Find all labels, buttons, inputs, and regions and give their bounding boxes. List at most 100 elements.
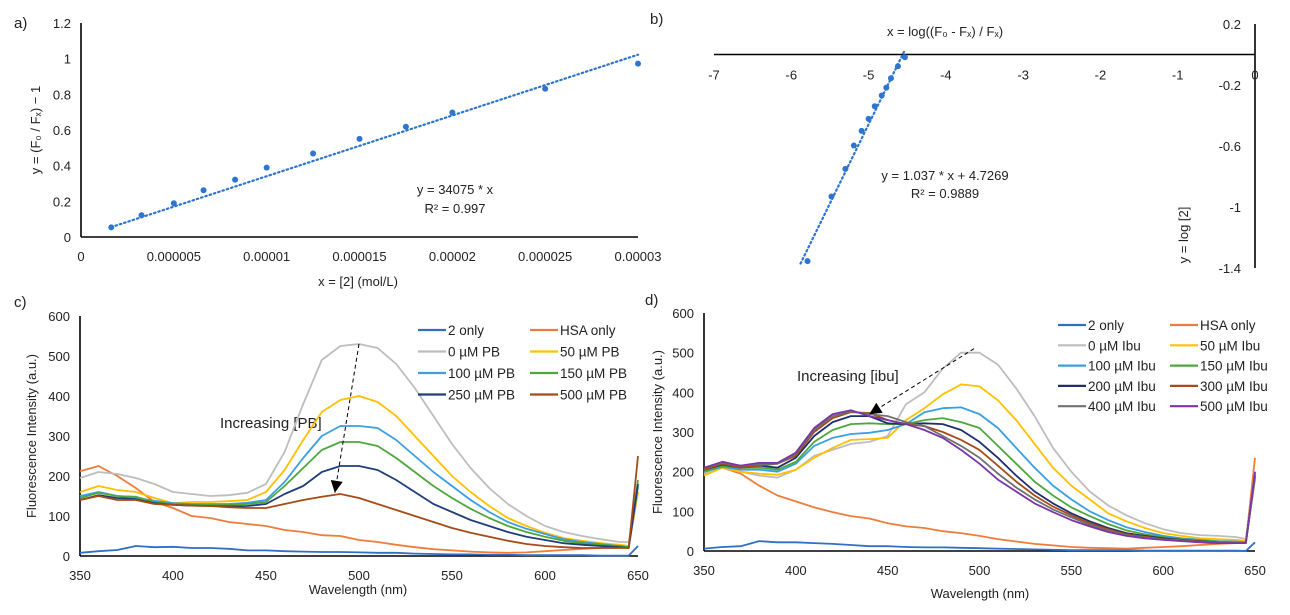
chart-c-x-tick-label: 500	[348, 568, 370, 583]
chart-a-data-point	[356, 135, 363, 142]
chart-a-trend-r2: R² = 0.997	[424, 201, 485, 216]
chart-b-data-point	[842, 165, 849, 172]
chart-a-data-point	[108, 224, 115, 231]
chart-c-x-tick-label: 350	[69, 568, 91, 583]
chart-b-data-point	[871, 103, 878, 110]
chart-a-data-point	[402, 123, 409, 130]
chart-c-x-tick-label: 650	[627, 568, 649, 583]
chart-b-data-point	[883, 84, 890, 91]
series-line-50-m-pb	[79, 395, 639, 547]
legend-label: 150 µM Ibu	[1200, 359, 1268, 374]
annotation-arrowhead-icon	[330, 480, 343, 493]
chart-a-y-tick-label: 0	[64, 230, 71, 245]
chart-b-data-point	[894, 63, 901, 70]
panel-label-b: b)	[650, 11, 663, 28]
chart-c-x-tick-label: 600	[534, 568, 556, 583]
chart-b-y-tick-label: -0.6	[1219, 139, 1241, 154]
annotation-arrow-line	[334, 343, 360, 493]
series-line-50-m-ibu	[703, 383, 1256, 542]
chart-b-x-tick-label: -5	[863, 68, 875, 83]
chart-a: x = [2] (mol/L) y = (F₀ / Fₓ) − 1 y = 34…	[28, 16, 662, 289]
chart-a-x-tick-label: 0.000015	[332, 249, 386, 264]
series-line-200-m-ibu	[703, 415, 1256, 544]
series-line-150-m-ibu	[703, 417, 1256, 544]
chart-b: x = log((F₀ - Fₓ) / Fₓ) y = log [2] y = …	[708, 17, 1258, 276]
chart-b-y-tick-label: -0.2	[1219, 78, 1241, 93]
chart-b-data-point	[850, 142, 857, 149]
chart-b-y-tick-label: -1	[1229, 200, 1241, 215]
chart-b-data-point	[858, 127, 865, 134]
chart-c-y-tick-label: 400	[48, 389, 70, 404]
chart-d-x-tick-label: 650	[1244, 563, 1266, 578]
legend-label: 500 µM PB	[560, 388, 627, 403]
chart-a-y-tick-label: 0.4	[53, 159, 71, 174]
series-line-2-only	[79, 545, 639, 557]
chart-a-data-point	[170, 200, 177, 207]
chart-c-y-axis-title: Fluorescence Intensity (a.u.)	[24, 354, 39, 518]
chart-d-annotation: Increasing [ibu]	[797, 368, 899, 385]
legend-label: HSA only	[560, 323, 616, 338]
panel-label-a: a)	[14, 15, 27, 32]
chart-b-data-point	[865, 115, 872, 122]
chart-a-x-tick-label: 0.00001	[243, 249, 290, 264]
chart-d-y-tick-label: 600	[672, 306, 694, 321]
chart-b-data-point	[887, 75, 894, 82]
chart-d-y-tick-label: 200	[672, 465, 694, 480]
chart-b-x-tick-label: -3	[1017, 68, 1029, 83]
chart-c-x-axis-title: Wavelength (nm)	[309, 582, 408, 597]
chart-c-x-tick-label: 550	[441, 568, 463, 583]
chart-d-x-tick-label: 550	[1060, 563, 1082, 578]
chart-b-y-axis-title: y = log [2]	[1176, 207, 1191, 264]
legend-label: 50 µM Ibu	[1200, 338, 1260, 353]
chart-d-x-axis-title: Wavelength (nm)	[931, 586, 1030, 601]
chart-a-data-point	[542, 85, 549, 92]
chart-d-x-tick-label: 350	[693, 563, 715, 578]
chart-c-y-tick-label: 600	[48, 309, 70, 324]
chart-a-data-point	[635, 60, 641, 67]
chart-b-x-tick-label: 0	[1251, 68, 1258, 83]
chart-c-y-tick-label: 0	[63, 549, 70, 564]
series-line-300-m-ibu	[703, 411, 1256, 544]
chart-a-x-tick-label: 0.000005	[147, 249, 201, 264]
chart-d-y-tick-label: 100	[672, 504, 694, 519]
legend-label: 300 µM Ibu	[1200, 379, 1268, 394]
chart-a-x-tick-label: 0.00002	[429, 249, 476, 264]
chart-b-x-tick-label: -7	[708, 68, 720, 83]
annotation-arrowhead-icon	[869, 402, 883, 415]
chart-d-y-tick-label: 300	[672, 425, 694, 440]
panel-label-c: c)	[14, 294, 27, 311]
chart-a-x-tick-label: 0.000025	[518, 249, 572, 264]
chart-a-data-point	[200, 187, 207, 194]
series-line-0-m-ibu	[703, 351, 1256, 540]
chart-d-y-tick-label: 500	[672, 346, 694, 361]
legend-label: 2 only	[448, 323, 484, 338]
legend-label: 0 µM PB	[448, 345, 500, 360]
chart-d-y-tick-label: 400	[672, 385, 694, 400]
chart-b-trend-r2: R² = 0.9889	[911, 186, 979, 201]
legend-label: 400 µM Ibu	[1088, 399, 1156, 414]
legend-label: 100 µM Ibu	[1088, 359, 1156, 374]
legend-label: 2 only	[1088, 318, 1124, 333]
chart-b-trendline	[799, 48, 906, 265]
chart-a-y-tick-label: 0.2	[53, 194, 71, 209]
chart-b-y-tick-label: 0.2	[1223, 17, 1241, 32]
legend-label: 250 µM PB	[448, 388, 515, 403]
chart-a-y-tick-label: 1.2	[53, 16, 71, 31]
chart-b-x-tick-label: -6	[786, 68, 798, 83]
chart-a-x-tick-label: 0	[77, 249, 84, 264]
legend-label: 0 µM Ibu	[1088, 338, 1141, 353]
chart-b-data-point	[804, 258, 811, 265]
chart-a-data-point	[138, 212, 145, 219]
chart-b-data-point	[878, 92, 885, 99]
series-line-hsa-only	[79, 465, 639, 554]
legend-label: 100 µM PB	[448, 366, 515, 381]
series-line-hsa-only	[704, 457, 1256, 550]
chart-d: Wavelength (nm) Fluorescence Intensity (…	[650, 306, 1268, 601]
series-line-0-m-pb	[79, 343, 639, 543]
chart-a-data-point	[263, 164, 270, 171]
series-line-500-m-ibu	[703, 409, 1256, 544]
chart-b-y-tick-label: -1.4	[1219, 261, 1241, 276]
chart-a-trendline	[110, 53, 640, 229]
chart-b-data-point	[828, 193, 835, 200]
